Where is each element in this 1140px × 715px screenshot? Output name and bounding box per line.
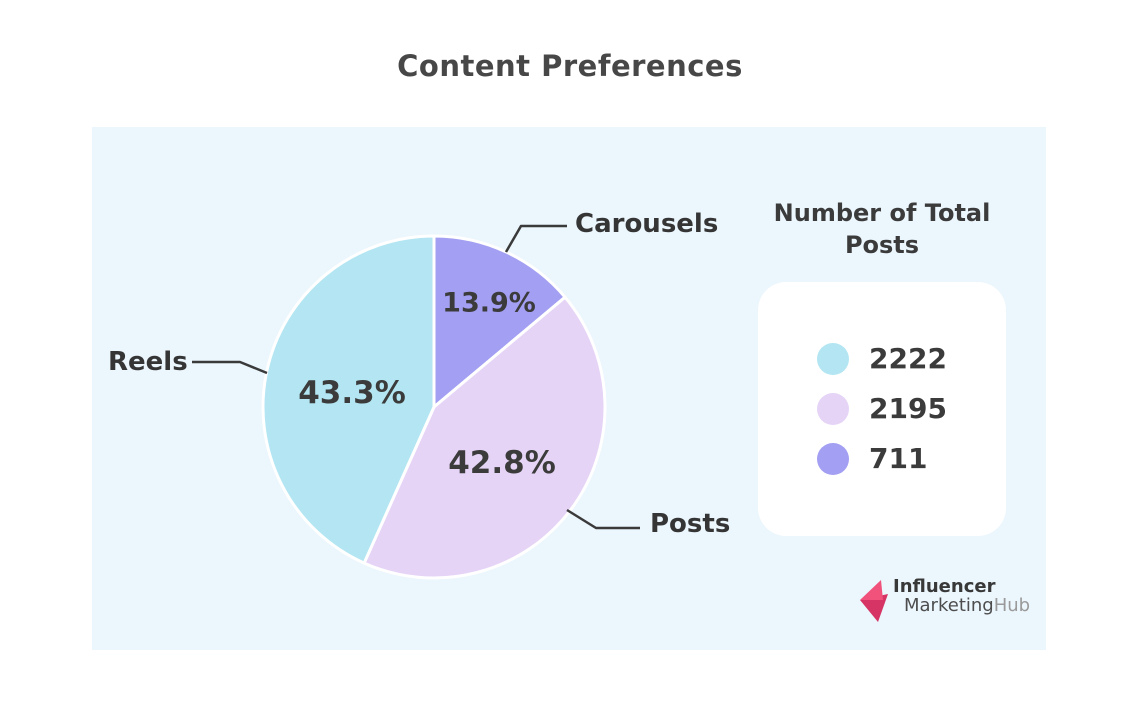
pie-slices	[261, 234, 607, 580]
pie-slice-posts	[362, 295, 607, 580]
legend-dot-posts	[817, 393, 849, 425]
logo-brand-hub: Hub	[993, 595, 1031, 616]
logo-brand-line1: Influencer	[893, 576, 996, 597]
legend-title: Number of Total Posts	[773, 199, 991, 259]
legend-dot-reels	[817, 343, 849, 375]
legend-dot-carousels	[817, 443, 849, 475]
legend-row-carousels: 711	[817, 443, 1006, 475]
legend-row-posts: 2195	[817, 393, 1006, 425]
page-title: Content Preferences	[397, 49, 743, 83]
logo-brand-marketing: Marketing	[904, 595, 994, 616]
leader-line-carousels	[504, 224, 567, 253]
logo-brand-line2: MarketingHub	[904, 596, 1030, 615]
legend-value-carousels: 711	[869, 442, 928, 475]
logo-text: Influencer MarketingHub	[893, 577, 1030, 622]
legend-value-posts: 2195	[869, 392, 947, 425]
callout-label-reels: Reels	[108, 347, 188, 377]
pie-slice-reels	[261, 234, 436, 565]
leader-line-reels	[192, 360, 268, 375]
callout-label-carousels: Carousels	[575, 209, 719, 239]
legend-value-reels: 2222	[869, 342, 947, 375]
logo-arrow-icon	[860, 580, 888, 622]
slice-percent-posts: 42.8%	[448, 445, 556, 481]
leader-line-posts	[566, 508, 640, 530]
legend-card: 2222 2195 711	[758, 282, 1006, 536]
legend-row-reels: 2222	[817, 343, 1006, 375]
callout-label-posts: Posts	[650, 509, 731, 539]
slice-percent-carousels: 13.9%	[442, 287, 536, 319]
slice-percent-reels: 43.3%	[298, 375, 406, 411]
brand-logo: Influencer MarketingHub	[860, 577, 1030, 622]
